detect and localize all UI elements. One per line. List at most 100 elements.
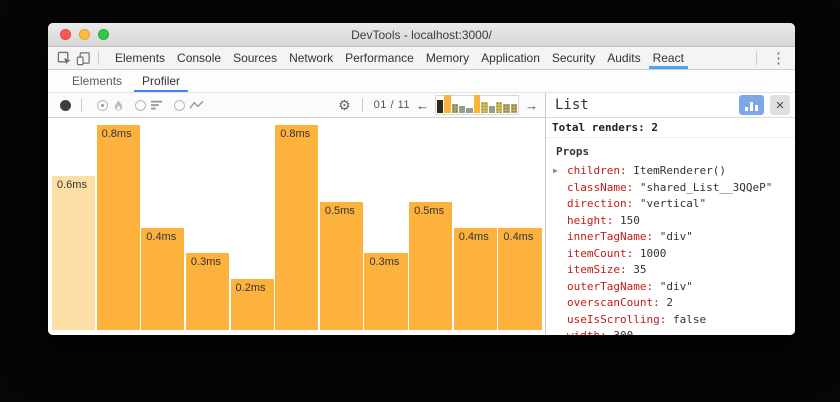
minimap-snapshot-bar[interactable] [488, 106, 495, 113]
commit-bar[interactable]: 0.4ms [498, 227, 542, 330]
prop-row-height: height: 150 [546, 213, 795, 230]
view-mode-flamegraph[interactable] [97, 99, 125, 112]
prop-row-useIsScrolling: useIsScrolling: false [546, 312, 795, 329]
commit-duration-label: 0.3ms [369, 256, 400, 269]
inspect-element-icon[interactable] [55, 49, 74, 67]
tab-audits[interactable]: Audits [601, 47, 646, 69]
minimap-snapshot-bar[interactable] [473, 95, 481, 113]
prop-row-direction: direction: "vertical" [546, 196, 795, 213]
tab-label: React [652, 51, 684, 65]
commit-bar[interactable]: 0.5ms [409, 201, 453, 330]
devtools-window: DevTools - localhost:3000/ Elements Conso… [48, 23, 795, 335]
tab-sources[interactable]: Sources [227, 47, 283, 69]
minimap-snapshot-bar[interactable] [451, 104, 459, 113]
zoom-window-button[interactable] [98, 29, 109, 40]
commit-bar[interactable]: 0.4ms [141, 227, 185, 330]
commit-duration-label: 0.2ms [235, 281, 266, 294]
commit-duration-label: 0.4ms [503, 230, 534, 243]
next-snapshot-icon[interactable]: → [525, 97, 538, 113]
tab-label: Memory [425, 51, 470, 65]
tab-memory[interactable]: Memory [420, 47, 475, 69]
tab-label: Console [177, 51, 222, 65]
total-renders: Total renders: 2 [546, 118, 795, 138]
close-window-button[interactable] [60, 29, 71, 40]
line-chart-icon [189, 100, 204, 109]
prop-colon: : [619, 263, 634, 276]
commit-bar[interactable]: 0.4ms [453, 227, 497, 330]
minimap-snapshot-bar[interactable] [481, 102, 488, 113]
traffic-lights [60, 23, 109, 46]
settings-gear-icon[interactable]: ⚙ [338, 97, 351, 113]
prop-row-overscanCount: overscanCount: 2 [546, 295, 795, 312]
prop-name: direction [567, 197, 627, 210]
tab-security[interactable]: Security [546, 47, 601, 69]
tab-react[interactable]: React [647, 47, 690, 69]
interactions-radio[interactable] [174, 99, 185, 111]
prop-name: width [567, 329, 600, 335]
commit-bar[interactable]: 0.8ms [96, 125, 140, 330]
view-mode-ranked[interactable] [135, 99, 164, 111]
minimize-window-button[interactable] [79, 29, 90, 40]
commit-duration-label: 0.4ms [458, 230, 489, 243]
prop-value: "vertical" [639, 197, 707, 210]
prop-colon: : [606, 213, 620, 227]
tab-network[interactable]: Network [283, 47, 339, 69]
commit-bar-selected[interactable]: 0.6ms [52, 176, 96, 330]
expand-arrow-icon[interactable]: ▶ [553, 166, 558, 175]
previous-snapshot-icon[interactable]: ← [416, 97, 429, 113]
prop-name: height [567, 213, 607, 227]
profiler-toolbar: ⚙ 01 / 11 ← → [48, 93, 545, 118]
tab-label: Network [289, 51, 334, 65]
minimap-snapshot-bar[interactable] [437, 100, 444, 113]
details-panel-header: List × [546, 93, 795, 118]
commit-bar[interactable]: 0.5ms [319, 201, 364, 330]
prop-name: itemCount [567, 246, 627, 260]
commit-duration-label: 0.4ms [146, 230, 177, 243]
prop-name: outerTagName [567, 279, 647, 293]
tab-performance[interactable]: Performance [339, 47, 420, 69]
snapshot-minimap[interactable] [435, 95, 519, 115]
prop-colon: : [626, 180, 640, 194]
prop-name: children [567, 164, 620, 177]
subtab-elements[interactable]: Elements [62, 70, 132, 92]
devtools-tabs: Elements Console Sources Network Performance… [109, 47, 690, 69]
prop-row-itemCount: itemCount: 1000 [546, 246, 795, 263]
prop-name: useIsScrolling [567, 312, 660, 326]
minimap-snapshot-bar[interactable] [466, 108, 473, 113]
prop-value: 35 [633, 263, 647, 276]
minimap-snapshot-bar[interactable] [495, 102, 503, 113]
component-chart-button[interactable] [739, 95, 764, 115]
commit-bar[interactable]: 0.2ms [230, 278, 274, 330]
commit-duration-label: 0.8ms [101, 128, 132, 140]
record-button[interactable] [60, 99, 71, 111]
prop-name: innerTagName [567, 230, 647, 243]
prop-colon: : [626, 197, 640, 210]
tab-application[interactable]: Application [475, 47, 546, 69]
commit-bar[interactable]: 0.8ms [275, 125, 319, 330]
commit-duration-label: 0.8ms [280, 128, 311, 140]
snapshot-navigation: ⚙ 01 / 11 ← → [338, 95, 538, 115]
prop-value: "div" [659, 279, 693, 293]
minimap-snapshot-bar[interactable] [510, 104, 517, 113]
flamegraph-radio[interactable] [97, 99, 108, 111]
minimap-snapshot-bar[interactable] [459, 106, 466, 113]
commit-duration-label: 0.6ms [57, 179, 87, 192]
more-options-icon[interactable]: ⋮ [771, 49, 786, 67]
close-panel-button[interactable]: × [770, 95, 790, 115]
minimap-snapshot-bar[interactable] [503, 104, 510, 113]
subtab-label: Profiler [142, 74, 181, 88]
commit-bar[interactable]: 0.3ms [364, 253, 408, 330]
commit-duration-label: 0.5ms [324, 204, 355, 217]
commit-bar[interactable]: 0.3ms [185, 253, 230, 330]
prop-value: "shared_List__3QQeP" [639, 180, 773, 194]
tab-elements[interactable]: Elements [109, 47, 171, 69]
prop-colon: : [659, 312, 673, 326]
tab-console[interactable]: Console [171, 47, 227, 69]
device-toolbar-icon[interactable] [74, 49, 93, 67]
subtab-profiler[interactable]: Profiler [132, 70, 190, 92]
ranked-radio[interactable] [135, 99, 146, 111]
view-mode-interactions[interactable] [174, 99, 204, 111]
minimap-snapshot-bar[interactable] [444, 95, 451, 113]
prop-colon: : [646, 230, 660, 243]
prop-row-innerTagName: innerTagName: "div" [546, 229, 795, 246]
